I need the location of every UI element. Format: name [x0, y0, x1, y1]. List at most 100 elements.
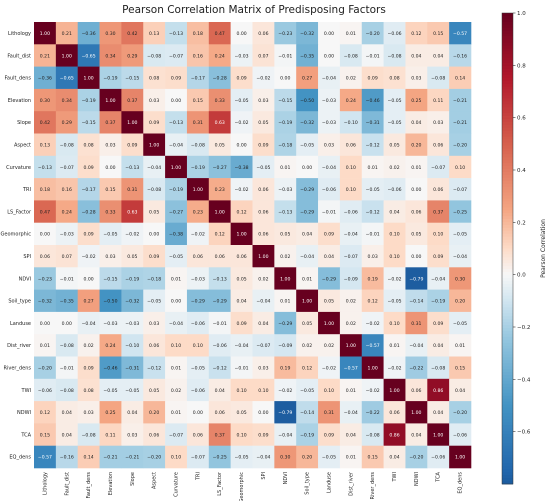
heatmap-cell — [449, 22, 472, 45]
heatmap-cell — [296, 88, 319, 112]
colorbar-tick-label: 0.4 — [517, 168, 526, 174]
colorbar-segment — [502, 77, 513, 82]
colorbar-segment — [502, 92, 513, 96]
cell-value-label: −0.08 — [82, 432, 96, 438]
heatmap-cell — [339, 356, 363, 380]
heatmap-cell — [143, 245, 166, 268]
cell-value-label: −0.09 — [344, 276, 358, 282]
cell-value-label: 0.15 — [433, 31, 443, 37]
heatmap-cell — [99, 222, 122, 246]
cell-value-label: 0.00 — [62, 321, 72, 327]
cell-value-label: −0.04 — [344, 410, 358, 416]
colorbar-segment — [502, 286, 513, 291]
cell-value-label: 1.00 — [324, 321, 334, 327]
cell-value-label: 0.12 — [302, 365, 312, 371]
heatmap-cell — [143, 423, 166, 446]
cell-value-label: 1.00 — [433, 432, 443, 438]
heatmap-cell — [274, 356, 297, 380]
colorbar-segment — [502, 110, 513, 114]
colorbar-segment — [502, 145, 513, 149]
cell-value-label: 0.37 — [215, 432, 225, 438]
colorbar-segment — [502, 183, 513, 188]
cell-value-label: 1.00 — [84, 76, 94, 82]
colorbar-segment — [502, 13, 513, 17]
cell-value-label: −0.04 — [409, 343, 423, 349]
cell-value-label: 0.34 — [105, 53, 115, 59]
cell-value-label: 0.09 — [433, 254, 443, 260]
heatmap-cell — [121, 423, 144, 446]
heatmap-cell — [34, 111, 57, 134]
heatmap-cell — [252, 445, 275, 469]
colorbar-segment — [502, 481, 513, 485]
heatmap-cell — [186, 423, 210, 446]
cell-value-label: −0.29 — [278, 321, 292, 327]
cell-value-label: −0.03 — [60, 232, 74, 238]
heatmap-cell — [449, 445, 472, 469]
colorbar-segment — [502, 395, 513, 400]
cell-value-label: 0.10 — [236, 388, 246, 394]
cell-value-label: 0.03 — [149, 98, 159, 104]
heatmap-cell — [34, 133, 57, 157]
cell-value-label: −0.32 — [38, 299, 52, 305]
heatmap-cell — [361, 267, 384, 290]
colorbar-segment — [502, 60, 513, 64]
cell-value-label: −0.08 — [431, 365, 445, 371]
heatmap-cell — [165, 178, 188, 201]
heatmap-cell — [252, 423, 275, 446]
heatmap-cell — [77, 289, 100, 313]
cell-value-label: −0.08 — [60, 142, 74, 148]
heatmap-cell — [252, 378, 275, 402]
colorbar-segment — [502, 257, 513, 261]
x-tick-label: TWI — [392, 472, 398, 482]
heatmap-cell — [165, 356, 188, 380]
cell-value-label: 0.06 — [215, 254, 225, 260]
x-tick-label: LS_Factor — [217, 471, 223, 496]
heatmap-cell — [34, 445, 57, 469]
heatmap-cell — [34, 356, 57, 380]
heatmap-cell — [296, 423, 319, 446]
heatmap-cell — [55, 111, 78, 134]
colorbar-tick-label: 0.0 — [517, 273, 526, 279]
heatmap-cell — [99, 111, 122, 134]
cell-value-label: 0.01 — [280, 299, 290, 305]
cell-value-label: −0.07 — [169, 53, 183, 59]
colorbar-segment — [502, 98, 513, 102]
cell-value-label: 0.08 — [389, 76, 399, 82]
heatmap-cell — [55, 356, 78, 380]
colorbar-segment — [502, 448, 513, 453]
heatmap-cell — [318, 111, 341, 134]
cell-value-label: 0.04 — [62, 410, 72, 416]
colorbar-segment — [502, 227, 513, 232]
cell-value-label: −0.04 — [344, 232, 358, 238]
heatmap-cell — [296, 267, 319, 290]
cell-value-label: 0.13 — [40, 142, 50, 148]
colorbar-segment — [502, 392, 513, 397]
heatmap-cell — [427, 445, 450, 469]
cell-value-label: −0.22 — [409, 365, 423, 371]
heatmap-cell — [361, 356, 384, 380]
cell-value-label: 0.34 — [62, 98, 72, 104]
cell-value-label: 0.06 — [149, 343, 159, 349]
colorbar-tick-label: −0.4 — [517, 377, 531, 383]
heatmap-cell — [274, 334, 297, 357]
cell-value-label: 1.00 — [346, 343, 356, 349]
cell-value-label: −0.05 — [256, 165, 270, 171]
cell-value-label: 0.19 — [368, 276, 378, 282]
heatmap-cell — [34, 155, 57, 179]
heatmap-cell — [230, 155, 253, 179]
heatmap-cell — [318, 200, 341, 223]
cell-value-label: 0.04 — [215, 388, 225, 394]
colorbar-segment — [502, 366, 513, 370]
heatmap-cell — [405, 401, 428, 424]
cell-value-label: 0.31 — [193, 120, 203, 126]
cell-value-label: 0.18 — [193, 31, 203, 37]
heatmap-cell — [55, 178, 78, 201]
heatmap-cell — [208, 423, 231, 446]
cell-value-label: −0.14 — [409, 299, 423, 305]
colorbar-segment — [502, 283, 513, 288]
colorbar-segment — [502, 95, 513, 99]
cell-value-label: −0.04 — [431, 276, 445, 282]
heatmap-cell — [318, 44, 341, 67]
cell-value-label: −0.79 — [278, 410, 292, 416]
heatmap-cell — [449, 133, 472, 157]
